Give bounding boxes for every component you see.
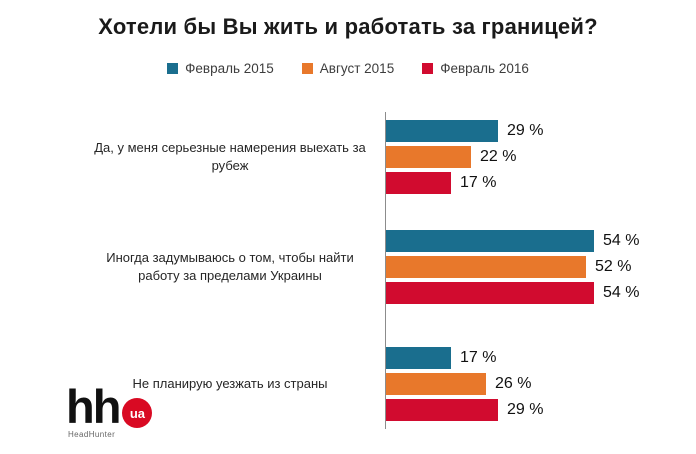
bar-Август 2015 [386, 373, 486, 395]
category-label-0: Да, у меня серьезные намерения выехать з… [94, 140, 366, 173]
legend: Февраль 2015 Август 2015 Февраль 2016 [0, 61, 696, 76]
legend-item-0: Февраль 2015 [167, 61, 274, 76]
bar-row: 26 % [386, 373, 543, 395]
bar-Февраль 2015 [386, 120, 498, 142]
legend-label: Февраль 2015 [185, 61, 274, 76]
bar-row: 54 % [386, 282, 639, 304]
bar-Февраль 2016 [386, 172, 451, 194]
axis-line [385, 112, 386, 429]
logo-row: hh ua [66, 380, 153, 433]
bar-value-label: 29 % [507, 401, 544, 418]
bar-row: 54 % [386, 230, 639, 252]
bar-Февраль 2016 [386, 399, 498, 421]
legend-item-1: Август 2015 [301, 61, 395, 76]
bar-group-0: 29 % 22 % 17 % [386, 120, 543, 198]
category-label-1: Иногда задумываюсь о том, чтобы найти ра… [106, 250, 354, 283]
bar-value-label: 52 % [595, 258, 632, 275]
bar-row: 17 % [386, 347, 543, 369]
legend-label: Февраль 2016 [440, 61, 529, 76]
legend-swatch-icon [167, 63, 179, 74]
bar-value-label: 17 % [460, 174, 497, 191]
bar-value-label: 54 % [603, 284, 640, 301]
chart-title: Хотели бы Вы жить и работать за границей… [98, 14, 598, 39]
bar-group-1: 54 % 52 % 54 % [386, 230, 639, 308]
category-label-2: Не планирую уезжать из страны [132, 376, 328, 392]
bar-row: 17 % [386, 172, 543, 194]
bar-Февраль 2016 [386, 282, 594, 304]
bar-value-label: 26 % [495, 375, 532, 392]
bar-row: 52 % [386, 256, 639, 278]
legend-swatch-icon [301, 63, 313, 74]
headhunter-logo: hh ua HeadHunter [66, 380, 153, 439]
bar-row: 29 % [386, 399, 543, 421]
bar-Февраль 2015 [386, 347, 451, 369]
bar-value-label: 17 % [460, 349, 497, 366]
logo-ua-badge: ua [122, 398, 153, 428]
legend-item-2: Февраль 2016 [422, 61, 529, 76]
bar-value-label: 22 % [480, 148, 517, 165]
bar-Февраль 2015 [386, 230, 594, 252]
logo-hh-text: hh [66, 380, 121, 433]
bar-group-2: 17 % 26 % 29 % [386, 347, 543, 425]
bar-value-label: 29 % [507, 122, 544, 139]
logo-subtext: HeadHunter [68, 430, 116, 439]
bar-Август 2015 [386, 256, 586, 278]
bar-row: 22 % [386, 146, 543, 168]
bar-value-label: 54 % [603, 232, 640, 249]
bar-row: 29 % [386, 120, 543, 142]
chart-plot-area: Да, у меня серьезные намерения выехать з… [0, 112, 696, 432]
bar-Август 2015 [386, 146, 471, 168]
legend-label: Август 2015 [319, 61, 395, 76]
legend-swatch-icon [422, 63, 434, 74]
